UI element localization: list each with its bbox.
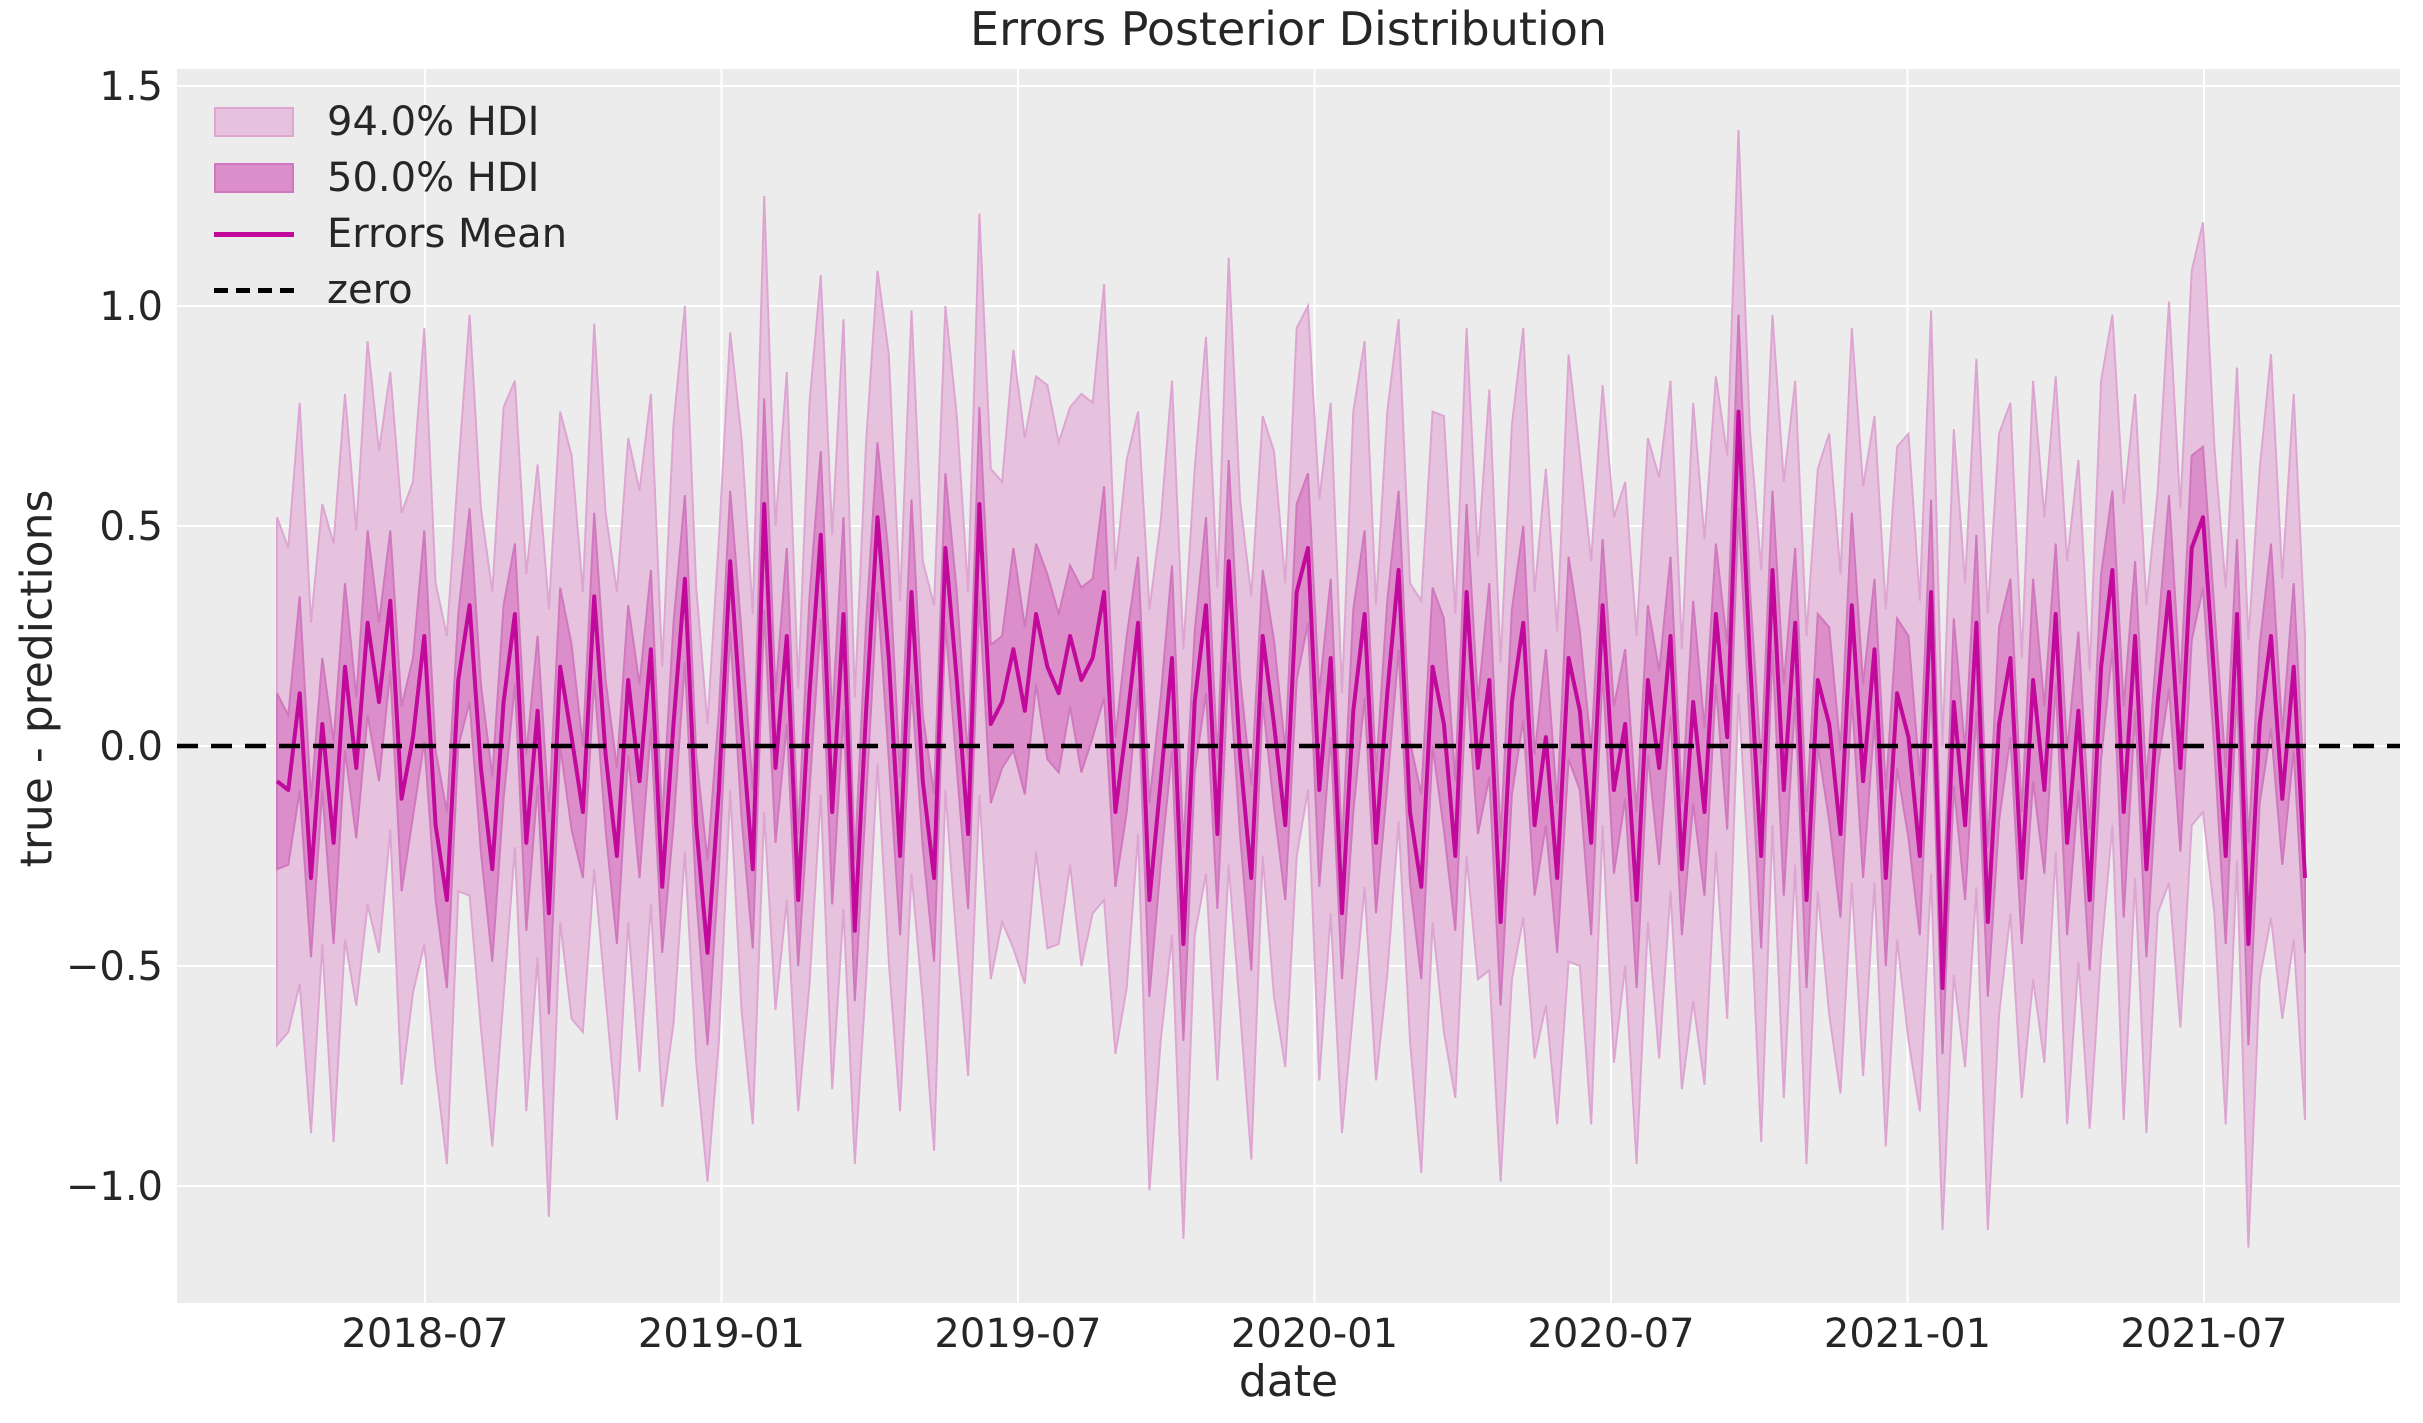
y-tick-label: 0.0: [99, 724, 163, 770]
legend-item-mean: Errors Mean: [214, 206, 567, 262]
y-axis-label: true - predictions: [11, 489, 63, 868]
x-tick-label: 2019-07: [934, 1311, 1101, 1357]
legend-label-mean: Errors Mean: [327, 211, 568, 257]
legend-label-hdi94: 94.0% HDI: [327, 99, 540, 145]
hdi50-swatch: [214, 163, 294, 193]
zero-dashed-line-swatch: [214, 287, 294, 293]
hdi94-swatch: [214, 107, 294, 137]
legend-item-hdi50: 50.0% HDI: [214, 150, 567, 206]
legend-label-hdi50: 50.0% HDI: [327, 155, 540, 201]
x-axis-label: date: [1238, 1356, 1339, 1407]
legend-item-hdi94: 94.0% HDI: [214, 94, 567, 150]
y-tick-label: −1.0: [66, 1164, 163, 1210]
chart-title: Errors Posterior Distribution: [970, 2, 1607, 56]
x-tick-label: 2019-01: [638, 1311, 805, 1357]
x-tick-label: 2020-07: [1527, 1311, 1694, 1357]
y-tick-label: 1.5: [99, 64, 163, 110]
y-tick-label: 0.5: [99, 504, 163, 550]
legend-label-zero: zero: [327, 267, 413, 313]
x-tick-label: 2021-07: [2120, 1311, 2287, 1357]
errors-mean-line: [275, 409, 2307, 990]
x-tick-label: 2020-01: [1231, 1311, 1398, 1357]
y-tick-label: −0.5: [66, 944, 163, 990]
x-tick-label: 2018-07: [341, 1311, 508, 1357]
legend: 94.0% HDI 50.0% HDI Errors Mean zero: [214, 94, 567, 318]
y-tick-label: 1.0: [99, 284, 163, 330]
x-tick-label: 2021-01: [1824, 1311, 1991, 1357]
legend-item-zero: zero: [214, 262, 567, 318]
errors-mean-line-swatch: [214, 231, 294, 237]
